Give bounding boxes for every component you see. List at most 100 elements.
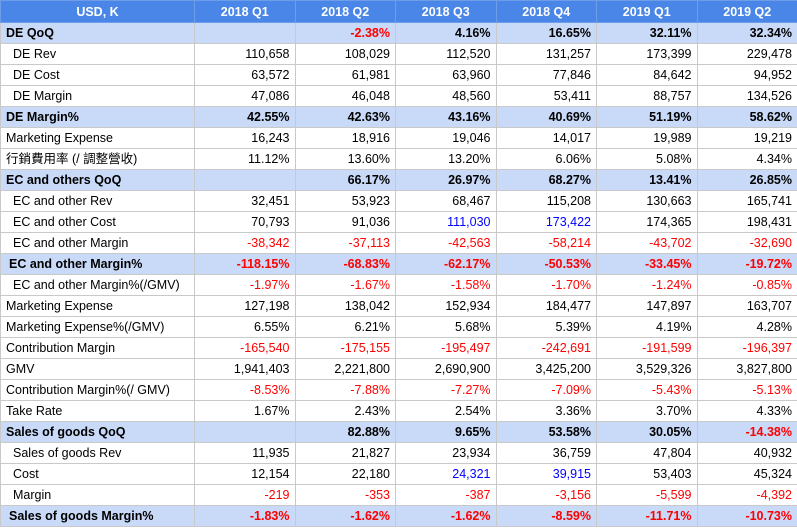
value-cell[interactable]: -196,397 (696, 337, 797, 359)
value-cell[interactable]: 4.28% (696, 316, 797, 338)
value-cell[interactable]: 19,046 (395, 127, 497, 149)
row-label[interactable]: Margin (0, 484, 195, 506)
value-cell[interactable]: 42.55% (194, 106, 296, 128)
value-cell[interactable]: 173,422 (495, 211, 597, 233)
value-cell[interactable]: 94,952 (696, 64, 797, 86)
value-cell[interactable]: -353 (294, 484, 396, 506)
value-cell[interactable]: -8.59% (495, 505, 597, 527)
value-cell[interactable]: 16,243 (194, 127, 296, 149)
value-cell[interactable]: 11,935 (194, 442, 296, 464)
value-cell[interactable]: 84,642 (596, 64, 698, 86)
value-cell[interactable]: 39,915 (495, 463, 597, 485)
header-cell-2018-q2[interactable]: 2018 Q2 (294, 0, 396, 23)
value-cell[interactable]: 51.19% (596, 106, 698, 128)
value-cell[interactable]: 130,663 (596, 190, 698, 212)
value-cell[interactable]: 3.36% (495, 400, 597, 422)
value-cell[interactable]: -5,599 (596, 484, 698, 506)
value-cell[interactable]: 4.33% (696, 400, 797, 422)
value-cell[interactable]: -387 (395, 484, 497, 506)
value-cell[interactable]: 53,411 (495, 85, 597, 107)
value-cell[interactable]: -10.73% (696, 505, 797, 527)
value-cell[interactable]: 91,036 (294, 211, 396, 233)
value-cell[interactable]: 42.63% (294, 106, 396, 128)
value-cell[interactable]: 131,257 (495, 43, 597, 65)
row-label[interactable]: Cost (0, 463, 195, 485)
value-cell[interactable]: 43.16% (395, 106, 497, 128)
value-cell[interactable]: 5.39% (495, 316, 597, 338)
value-cell[interactable]: 173,399 (596, 43, 698, 65)
value-cell[interactable]: 82.88% (294, 421, 396, 443)
value-cell[interactable]: 11.12% (194, 148, 296, 170)
value-cell[interactable]: -1.70% (495, 274, 597, 296)
value-cell[interactable]: 110,658 (194, 43, 296, 65)
value-cell[interactable]: 1.67% (194, 400, 296, 422)
value-cell[interactable]: 174,365 (596, 211, 698, 233)
value-cell[interactable]: -175,155 (294, 337, 396, 359)
value-cell[interactable]: 1,941,403 (194, 358, 296, 380)
value-cell[interactable]: 14,017 (495, 127, 597, 149)
value-cell[interactable]: 6.06% (495, 148, 597, 170)
row-label[interactable]: Contribution Margin (0, 337, 195, 359)
value-cell[interactable]: 68,467 (395, 190, 497, 212)
value-cell[interactable]: 2,690,900 (395, 358, 497, 380)
value-cell[interactable]: -2.38% (294, 22, 396, 44)
value-cell[interactable]: 61,981 (294, 64, 396, 86)
value-cell[interactable]: 26.97% (395, 169, 497, 191)
value-cell[interactable]: 40.69% (495, 106, 597, 128)
value-cell[interactable]: -4,392 (696, 484, 797, 506)
value-cell[interactable]: -7.27% (395, 379, 497, 401)
value-cell[interactable]: 24,321 (395, 463, 497, 485)
value-cell[interactable]: 68.27% (495, 169, 597, 191)
value-cell[interactable]: -14.38% (696, 421, 797, 443)
value-cell[interactable]: 47,804 (596, 442, 698, 464)
value-cell[interactable]: 184,477 (495, 295, 597, 317)
value-cell[interactable]: 32,451 (194, 190, 296, 212)
value-cell[interactable]: -191,599 (596, 337, 698, 359)
value-cell[interactable]: -195,497 (395, 337, 497, 359)
value-cell[interactable]: 198,431 (696, 211, 797, 233)
value-cell[interactable]: 18,916 (294, 127, 396, 149)
value-cell[interactable] (194, 22, 296, 44)
value-cell[interactable]: 229,478 (696, 43, 797, 65)
row-label[interactable]: EC and other Margin (0, 232, 195, 254)
value-cell[interactable]: -3,156 (495, 484, 597, 506)
row-label[interactable]: GMV (0, 358, 195, 380)
row-label[interactable]: DE QoQ (0, 22, 195, 44)
value-cell[interactable]: 2,221,800 (294, 358, 396, 380)
value-cell[interactable]: -8.53% (194, 379, 296, 401)
value-cell[interactable]: 12,154 (194, 463, 296, 485)
value-cell[interactable]: 3,425,200 (495, 358, 597, 380)
value-cell[interactable]: 138,042 (294, 295, 396, 317)
value-cell[interactable]: -43,702 (596, 232, 698, 254)
value-cell[interactable]: 16.65% (495, 22, 597, 44)
value-cell[interactable]: -1.62% (294, 505, 396, 527)
value-cell[interactable]: -58,214 (495, 232, 597, 254)
value-cell[interactable]: 3,827,800 (696, 358, 797, 380)
value-cell[interactable]: 163,707 (696, 295, 797, 317)
value-cell[interactable]: 53,923 (294, 190, 396, 212)
value-cell[interactable]: 21,827 (294, 442, 396, 464)
value-cell[interactable]: 63,572 (194, 64, 296, 86)
value-cell[interactable]: 112,520 (395, 43, 497, 65)
row-label[interactable]: EC and other Margin%(/GMV) (0, 274, 195, 296)
row-label[interactable]: Sales of goods Margin% (0, 505, 195, 527)
value-cell[interactable]: 26.85% (696, 169, 797, 191)
value-cell[interactable]: 111,030 (395, 211, 497, 233)
value-cell[interactable]: -33.45% (596, 253, 698, 275)
row-label[interactable]: EC and others QoQ (0, 169, 195, 191)
value-cell[interactable]: -1.67% (294, 274, 396, 296)
row-label[interactable]: EC and other Rev (0, 190, 195, 212)
value-cell[interactable]: 36,759 (495, 442, 597, 464)
value-cell[interactable]: 147,897 (596, 295, 698, 317)
value-cell[interactable]: -37,113 (294, 232, 396, 254)
value-cell[interactable]: -165,540 (194, 337, 296, 359)
value-cell[interactable]: -11.71% (596, 505, 698, 527)
value-cell[interactable]: -19.72% (696, 253, 797, 275)
value-cell[interactable]: -0.85% (696, 274, 797, 296)
value-cell[interactable]: 13.20% (395, 148, 497, 170)
value-cell[interactable]: 53.58% (495, 421, 597, 443)
value-cell[interactable]: -7.09% (495, 379, 597, 401)
value-cell[interactable]: 6.55% (194, 316, 296, 338)
value-cell[interactable]: -242,691 (495, 337, 597, 359)
value-cell[interactable]: 48,560 (395, 85, 497, 107)
